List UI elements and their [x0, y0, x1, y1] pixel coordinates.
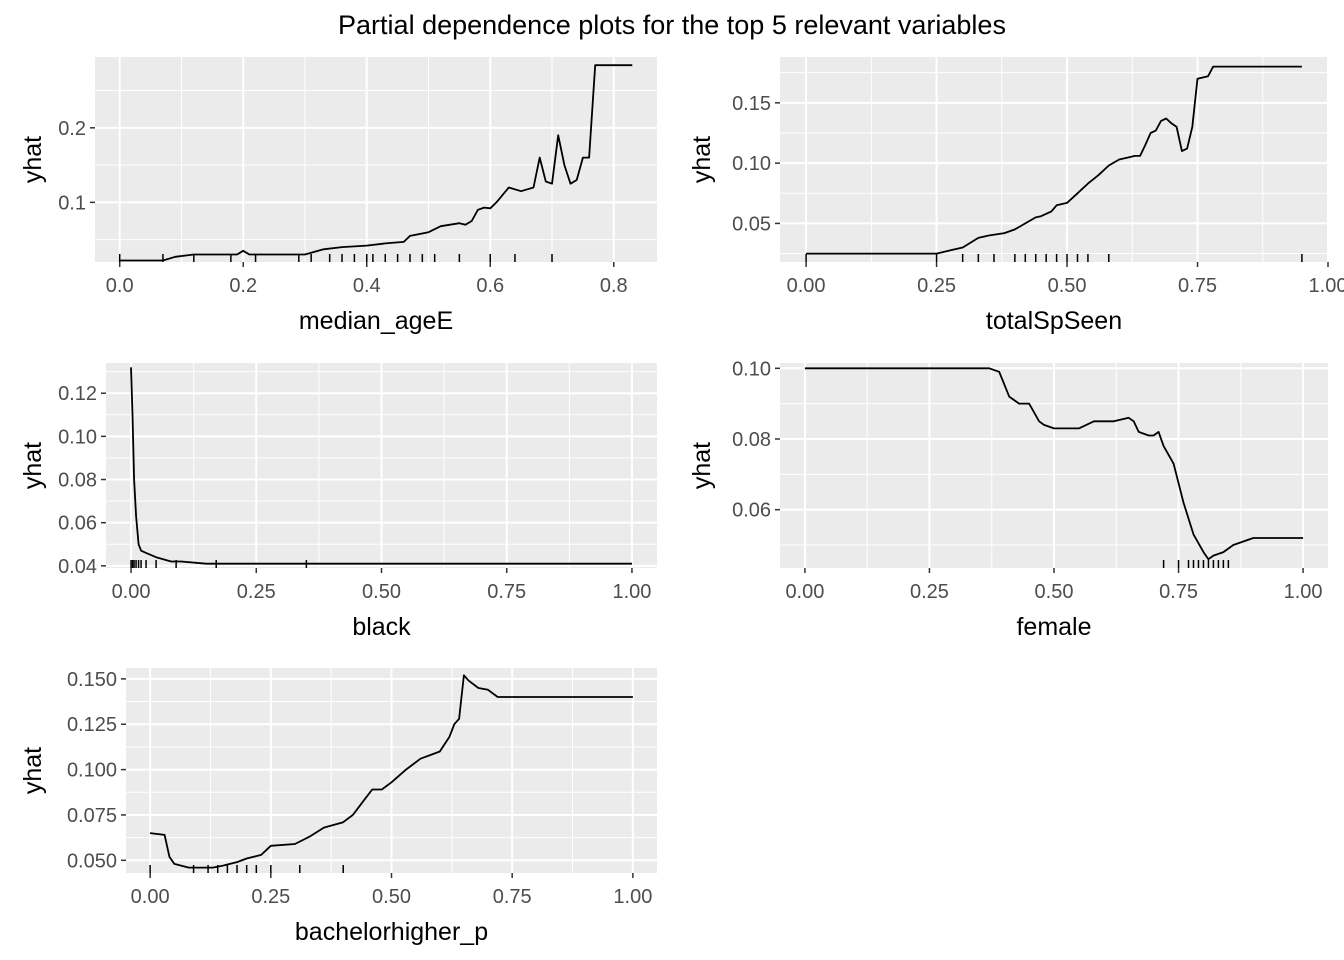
y-axis-title: yhat: [688, 136, 716, 183]
pdp-panel-2: 0.00 0.25 0.50 0.75 1.00 0.05 0.10 0.15 totalSpS…: [688, 57, 1344, 335]
x-tick-label: 0.00: [787, 275, 826, 297]
y-tick-label: 0.10: [732, 153, 771, 175]
y-axis-title: yhat: [19, 442, 47, 489]
pdp-line: [119, 64, 633, 262]
y-tick-label: 0.06: [732, 500, 771, 522]
x-axis-title: black: [352, 613, 411, 641]
pdp-line: [806, 65, 1302, 255]
y-tick-label: 0.04: [58, 556, 97, 578]
x-axis-title: female: [1016, 613, 1091, 641]
x-tick-label: 1.00: [613, 886, 652, 908]
y-tick-label: 0.125: [67, 714, 117, 736]
y-axis-title: yhat: [19, 747, 47, 794]
x-tick-label: 1.00: [1284, 581, 1323, 603]
y-axis-title: yhat: [688, 442, 716, 489]
panel-background: [780, 57, 1328, 262]
y-tick-label: 0.2: [58, 118, 86, 140]
panel-background: [95, 57, 657, 262]
x-tick-label: 1.00: [612, 581, 651, 603]
x-tick-label: 0.25: [917, 275, 956, 297]
y-tick-label: 0.075: [67, 805, 117, 827]
page-title: Partial dependence plots for the top 5 r…: [338, 10, 1006, 40]
x-tick-label: 0.75: [1159, 581, 1198, 603]
x-tick-label: 0.50: [372, 886, 411, 908]
x-tick-label: 0.2: [229, 275, 257, 297]
x-tick-label: 0.50: [1048, 275, 1087, 297]
x-tick-label: 0.8: [600, 275, 628, 297]
pdp-line: [149, 674, 633, 869]
x-tick-label: 0.25: [237, 581, 276, 603]
x-axis-title: median_ageE: [299, 307, 453, 335]
pdp-panel-4: 0.00 0.25 0.50 0.75 1.00 0.06 0.08 0.10 female yh…: [688, 358, 1328, 641]
y-tick-label: 0.1: [58, 192, 86, 214]
y-tick-label: 0.08: [732, 429, 771, 451]
x-tick-label: 0.6: [476, 275, 504, 297]
y-tick-label: 0.08: [58, 470, 97, 492]
x-tick-label: 0.4: [353, 275, 381, 297]
y-tick-label: 0.100: [67, 760, 117, 782]
y-tick-label: 0.05: [732, 213, 771, 235]
x-tick-label: 0.50: [1035, 581, 1074, 603]
x-tick-label: 0.50: [362, 581, 401, 603]
pdp-panel-5: 0.00 0.25 0.50 0.75 1.00 0.050 0.075 0.100 0.125…: [19, 668, 657, 946]
x-tick-label: 1.00: [1309, 275, 1344, 297]
x-tick-label: 0.0: [106, 275, 134, 297]
y-tick-label: 0.050: [67, 850, 117, 872]
y-tick-label: 0.12: [58, 383, 97, 405]
x-tick-label: 0.75: [487, 581, 526, 603]
y-axis-title: yhat: [19, 136, 47, 183]
y-tick-label: 0.06: [58, 513, 97, 535]
x-tick-label: 0.00: [785, 581, 824, 603]
y-tick-label: 0.10: [732, 358, 771, 380]
x-tick-label: 0.00: [131, 886, 170, 908]
y-tick-label: 0.150: [67, 669, 117, 691]
x-axis-title: totalSpSeen: [986, 307, 1122, 335]
pdp-panel-1: 0.0 0.2 0.4 0.6 0.8 0.1 0.2 median_ageE yhat: [19, 57, 657, 335]
y-tick-label: 0.15: [732, 93, 771, 115]
pdp-panel-3: 0.00 0.25 0.50 0.75 1.00 0.04 0.06 0.08 0.10 0.12…: [19, 363, 657, 641]
pdp-line: [804, 367, 1304, 561]
x-tick-label: 0.25: [910, 581, 949, 603]
x-tick-label: 0.75: [493, 886, 532, 908]
x-axis-title: bachelorhigher_p: [295, 918, 488, 946]
pdp-line: [130, 367, 632, 565]
y-tick-label: 0.10: [58, 426, 97, 448]
x-tick-label: 0.25: [251, 886, 290, 908]
x-tick-label: 0.00: [112, 581, 151, 603]
x-tick-label: 0.75: [1178, 275, 1217, 297]
